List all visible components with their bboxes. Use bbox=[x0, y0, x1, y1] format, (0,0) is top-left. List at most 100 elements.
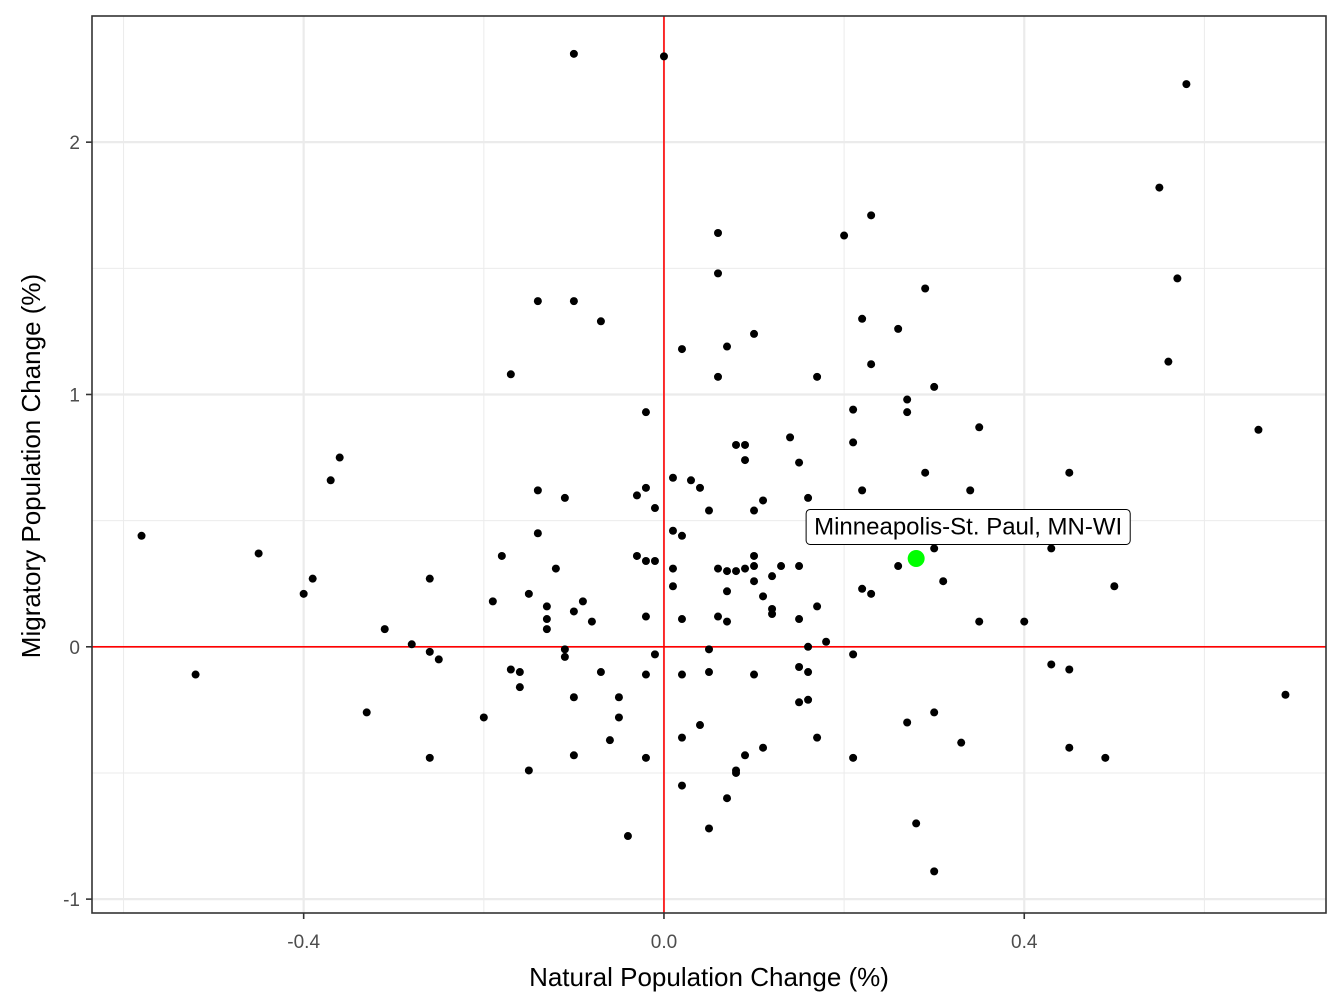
scatter-point bbox=[723, 342, 732, 351]
panel-border bbox=[91, 15, 1327, 914]
scatter-point bbox=[849, 405, 858, 414]
x-tick-label: 0.4 bbox=[1011, 932, 1038, 953]
x-axis-title: Natural Population Change (%) bbox=[529, 962, 889, 992]
scatter-point bbox=[677, 615, 686, 624]
scatter-point bbox=[939, 577, 948, 586]
scatter-point bbox=[1155, 183, 1164, 192]
scatter-point bbox=[569, 751, 578, 760]
scatter-point bbox=[930, 867, 939, 876]
scatter-point bbox=[813, 602, 822, 611]
x-tick-label: 0.0 bbox=[651, 932, 677, 953]
scatter-point bbox=[921, 284, 930, 293]
scatter-point bbox=[524, 589, 533, 598]
scatter-point bbox=[723, 617, 732, 626]
scatter-point bbox=[497, 551, 506, 560]
scatter-point bbox=[867, 589, 876, 598]
scatter-point bbox=[1047, 660, 1056, 669]
scatter-point bbox=[677, 345, 686, 354]
scatter-point bbox=[1065, 743, 1074, 752]
scatter-point bbox=[750, 577, 759, 586]
scatter-point bbox=[1065, 665, 1074, 674]
scatter-point bbox=[668, 582, 677, 591]
scatter-point bbox=[723, 794, 732, 803]
scatter-point bbox=[750, 506, 759, 515]
scatter-point bbox=[894, 324, 903, 333]
scatter-point bbox=[1173, 274, 1182, 283]
scatter-point bbox=[425, 647, 434, 656]
scatter-point bbox=[705, 668, 713, 677]
scatter-point bbox=[380, 625, 389, 634]
scatter-point bbox=[714, 228, 723, 237]
scatter-point bbox=[362, 708, 371, 717]
scatter-point bbox=[903, 395, 912, 404]
scatter-point bbox=[569, 49, 578, 58]
scatter-point bbox=[849, 753, 858, 762]
y-tick-label: 0 bbox=[69, 638, 80, 659]
scatter-point bbox=[641, 753, 650, 762]
scatter-point bbox=[795, 458, 804, 467]
scatter-point bbox=[1020, 617, 1029, 626]
scatter-point bbox=[614, 713, 623, 722]
scatter-point bbox=[326, 476, 335, 485]
scatter-point bbox=[903, 408, 912, 417]
scatter-point bbox=[858, 314, 867, 323]
y-tick-label: -1 bbox=[63, 890, 80, 911]
scatter-point bbox=[804, 493, 813, 502]
scatter-point bbox=[425, 753, 434, 762]
scatter-point bbox=[759, 496, 768, 505]
scatter-point bbox=[732, 768, 741, 777]
scatter-point bbox=[858, 584, 867, 593]
scatter-point bbox=[569, 607, 578, 616]
highlight-point bbox=[907, 549, 925, 567]
scatter-point bbox=[903, 718, 912, 727]
scatter-point bbox=[705, 824, 713, 833]
scatter-point bbox=[506, 370, 515, 379]
scatter-point bbox=[506, 665, 515, 674]
scatter-point bbox=[1110, 582, 1119, 591]
scatter-point bbox=[1101, 753, 1110, 762]
scatter-point bbox=[714, 612, 723, 621]
scatter-point bbox=[659, 52, 668, 61]
scatter-point bbox=[695, 721, 704, 730]
scatter-point bbox=[741, 564, 750, 573]
scatter-point bbox=[641, 612, 650, 621]
scatter-point bbox=[894, 562, 903, 571]
scatter-point bbox=[533, 486, 542, 495]
scatter-point bbox=[741, 456, 750, 465]
y-tick-label: 2 bbox=[69, 133, 80, 154]
scatter-point bbox=[741, 440, 750, 449]
scatter-point bbox=[867, 211, 876, 220]
scatter-point bbox=[641, 557, 650, 566]
scatter-point bbox=[425, 574, 434, 583]
scatter-point bbox=[560, 645, 569, 654]
scatter-point bbox=[587, 617, 596, 626]
scatter-point bbox=[632, 551, 641, 560]
highlight-label: Minneapolis-St. Paul, MN-WI bbox=[814, 513, 1122, 540]
scatter-point bbox=[569, 693, 578, 702]
data-points bbox=[137, 49, 1290, 876]
scatter-point bbox=[840, 231, 849, 240]
scatter-point bbox=[732, 567, 741, 576]
scatter-point bbox=[723, 567, 732, 576]
scatter-point bbox=[1254, 425, 1263, 434]
scatter-point bbox=[813, 372, 822, 381]
scatter-point bbox=[966, 486, 975, 495]
scatter-point bbox=[605, 736, 614, 745]
scatter-point bbox=[858, 486, 867, 495]
scatter-point bbox=[650, 557, 659, 566]
scatter-point bbox=[930, 544, 939, 553]
scatter-point bbox=[849, 438, 858, 447]
scatter-point bbox=[407, 640, 416, 649]
y-tick-label: 1 bbox=[69, 385, 80, 406]
scatter-point bbox=[668, 473, 677, 482]
scatter-point bbox=[668, 564, 677, 573]
scatter-point bbox=[614, 693, 623, 702]
scatter-point bbox=[560, 652, 569, 661]
scatter-point bbox=[515, 668, 524, 677]
scatter-point bbox=[677, 670, 686, 679]
scatter-point bbox=[705, 645, 713, 654]
scatter-point bbox=[479, 713, 488, 722]
highlight-group: Minneapolis-St. Paul, MN-WI bbox=[805, 508, 1131, 567]
scatter-point bbox=[677, 733, 686, 742]
